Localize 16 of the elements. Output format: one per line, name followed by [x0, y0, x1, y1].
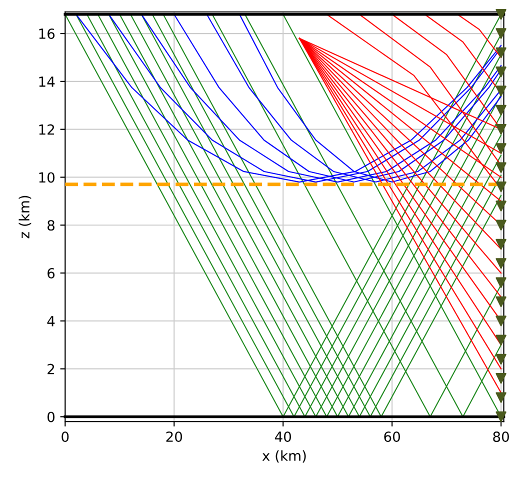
x-tick-label: 80 — [493, 431, 509, 442]
y-axis-title: z (km) — [18, 196, 32, 238]
y-tick-label: 0 — [48, 412, 55, 422]
x-tick-label: 60 — [384, 431, 400, 442]
x-tick-label: 20 — [166, 431, 182, 442]
y-tick-label: 8 — [48, 220, 54, 231]
y-tick-label: 14 — [39, 76, 55, 87]
x-tick-label: 40 — [274, 431, 292, 442]
y-tick-label: 12 — [39, 124, 54, 135]
y-tick-label: 10 — [39, 172, 55, 183]
x-axis-title: x (km) — [262, 450, 306, 463]
y-tick-label: 4 — [47, 316, 55, 326]
y-tick-label: 2 — [48, 364, 54, 374]
y-tick-label: 16 — [39, 28, 55, 40]
x-tick-label: 0 — [62, 431, 69, 442]
y-tick-label: 6 — [48, 268, 55, 279]
